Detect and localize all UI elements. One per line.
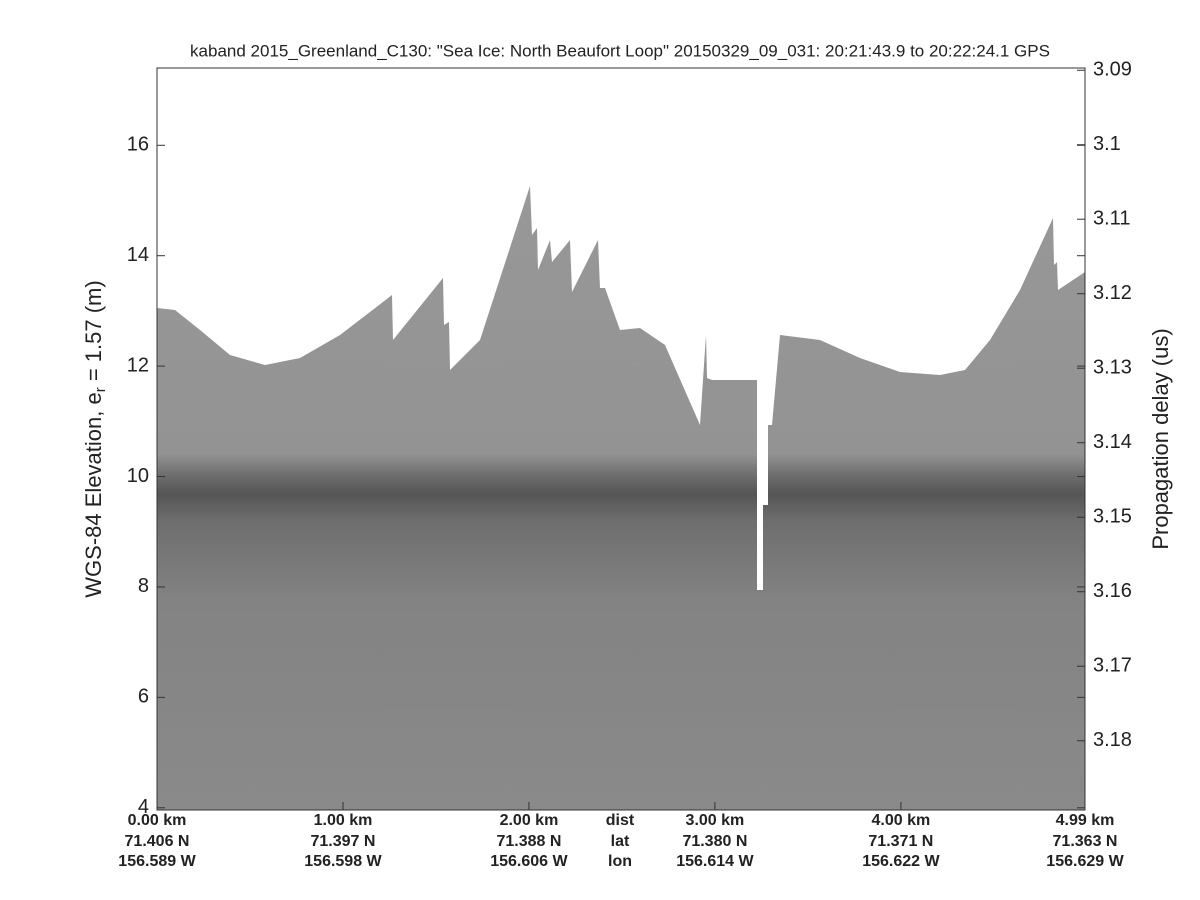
lon-label: 156.614 W	[676, 853, 754, 870]
x-tick-label: 3.00 km	[686, 812, 745, 829]
lon-label: 156.622 W	[862, 853, 940, 870]
lat-label: 71.397 N	[311, 833, 376, 850]
y2-tick-label: 3.14	[1093, 431, 1132, 453]
lat-label: 71.363 N	[1053, 833, 1118, 850]
echogram-image	[157, 186, 1085, 810]
y2-tick-label: 3.13	[1093, 357, 1132, 379]
y-tick-label: 16	[127, 134, 149, 156]
y2-tick-label: 3.09	[1093, 59, 1132, 81]
lon-label: 156.589 W	[118, 853, 196, 870]
y-label-text: = 1.57 (m)	[81, 280, 106, 387]
lat-label: 71.371 N	[868, 833, 933, 850]
y-tick-label: 14	[127, 244, 149, 266]
x-tick-label: 4.99 km	[1056, 812, 1115, 829]
x-tick-label: 4.00 km	[872, 812, 931, 829]
y-tick-label: 8	[138, 575, 149, 597]
y-label-sub: r	[92, 387, 109, 392]
y-tick-label: 10	[127, 465, 149, 487]
lon-label: 156.606 W	[490, 853, 568, 870]
y2-tick-label: 3.15	[1093, 506, 1132, 528]
row-name: lon	[608, 853, 632, 870]
y2-axis-label: Propagation delay (us)	[1148, 328, 1173, 549]
lat-label: 71.388 N	[496, 833, 561, 850]
y2-tick-label: 3.1	[1093, 133, 1121, 155]
y2-tick-label: 3.18	[1093, 729, 1132, 751]
x-tick-label: 0.00 km	[128, 812, 187, 829]
y-label-text: WGS-84 Elevation, e	[81, 392, 106, 597]
x-tick-label: 2.00 km	[500, 812, 559, 829]
y-tick-label: 6	[138, 686, 149, 708]
lon-label: 156.629 W	[1046, 853, 1124, 870]
y-tick-label: 4	[138, 796, 149, 818]
row-name: lat	[611, 833, 630, 850]
chart-title: kaband 2015_Greenland_C130: "Sea Ice: No…	[190, 41, 1050, 60]
y-axis-label: WGS-84 Elevation, er = 1.57 (m)	[81, 280, 109, 597]
y-tick-label: 12	[127, 354, 149, 376]
y2-tick-label: 3.17	[1093, 655, 1132, 677]
x-tick-label: 1.00 km	[314, 812, 373, 829]
lat-label: 71.406 N	[125, 833, 190, 850]
y2-tick-label: 3.16	[1093, 580, 1132, 602]
plot-frame	[156, 67, 1086, 811]
lon-label: 156.598 W	[304, 853, 382, 870]
y2-tick-label: 3.12	[1093, 282, 1132, 304]
lat-label: 71.380 N	[682, 833, 747, 850]
y2-tick-label: 3.11	[1093, 208, 1130, 230]
row-name: dist	[606, 812, 635, 829]
